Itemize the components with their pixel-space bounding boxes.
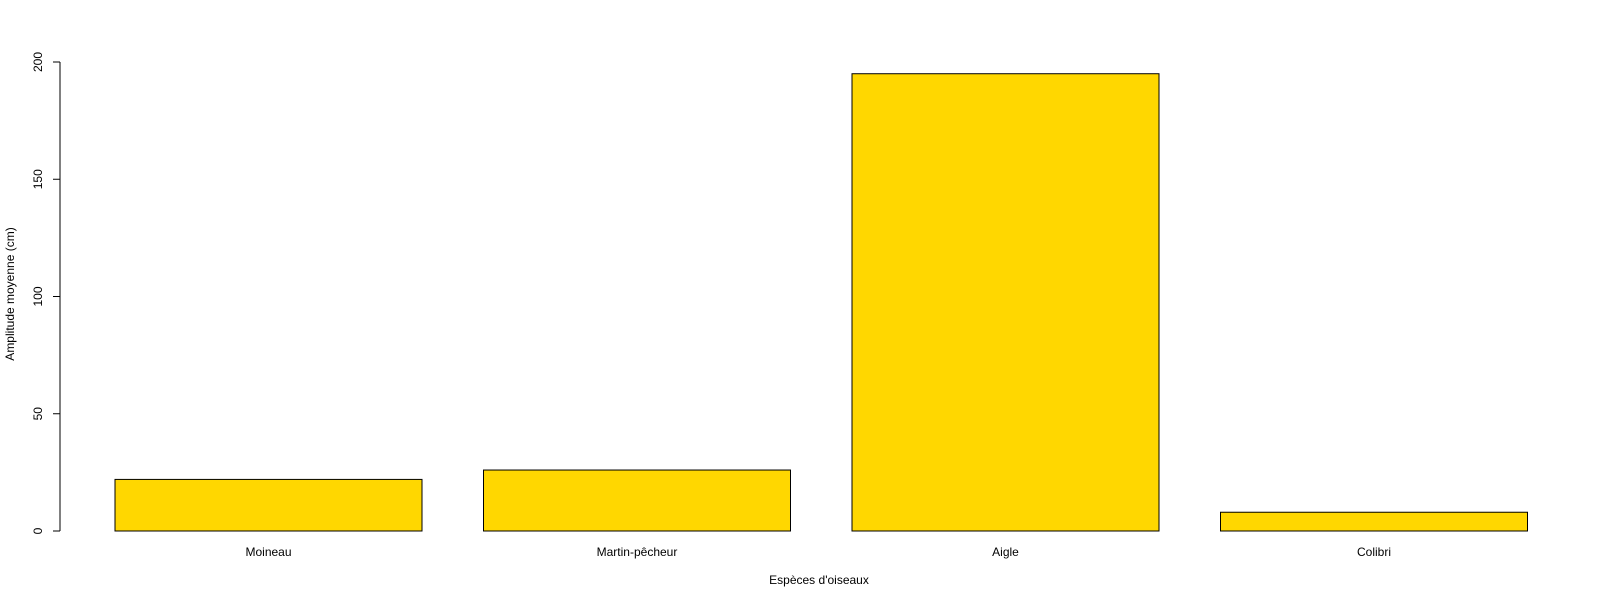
x-axis-label: Espèces d'oiseaux: [769, 573, 869, 587]
x-tick-label: Moineau: [245, 545, 291, 559]
x-tick-label: Aigle: [992, 545, 1019, 559]
y-tick-label: 50: [31, 407, 45, 421]
x-tick-labels: Moineau Martin-pêcheur Aigle Colibri: [245, 545, 1391, 559]
y-tick-label: 0: [31, 527, 45, 534]
bar-moineau: [114, 478, 423, 532]
y-tick-label: 200: [31, 52, 45, 72]
bar-martin-p-cheur: [483, 469, 791, 532]
x-tick-label: Martin-pêcheur: [597, 545, 678, 559]
bar-aigle: [851, 73, 1160, 532]
y-axis: 0 50 100 150 200: [31, 52, 61, 534]
x-tick-label: Colibri: [1357, 545, 1391, 559]
y-tick-label: 150: [31, 169, 45, 189]
y-tick-label: 100: [31, 286, 45, 306]
bar-colibri: [1220, 511, 1528, 532]
y-axis-label: Amplitude moyenne (cm): [3, 227, 17, 360]
bars: [114, 73, 1528, 532]
